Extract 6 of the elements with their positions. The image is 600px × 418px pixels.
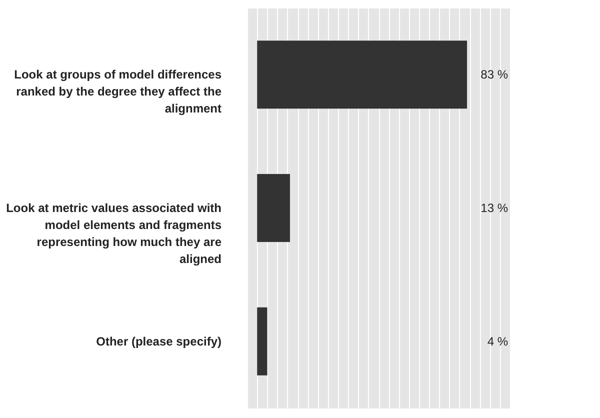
data-label: 13 % — [480, 201, 508, 215]
y-tick-label: Look at metric values associated with model elements and fragments representing how much they are aligned — [6, 201, 222, 266]
y-tick-label: Other (please specify) — [96, 334, 222, 348]
y-tick-label: Look at groups of model differences ranked by the degree they affect the alignment — [14, 68, 222, 116]
data-label: 4 % — [487, 334, 508, 348]
data-label: 83 % — [480, 68, 508, 82]
